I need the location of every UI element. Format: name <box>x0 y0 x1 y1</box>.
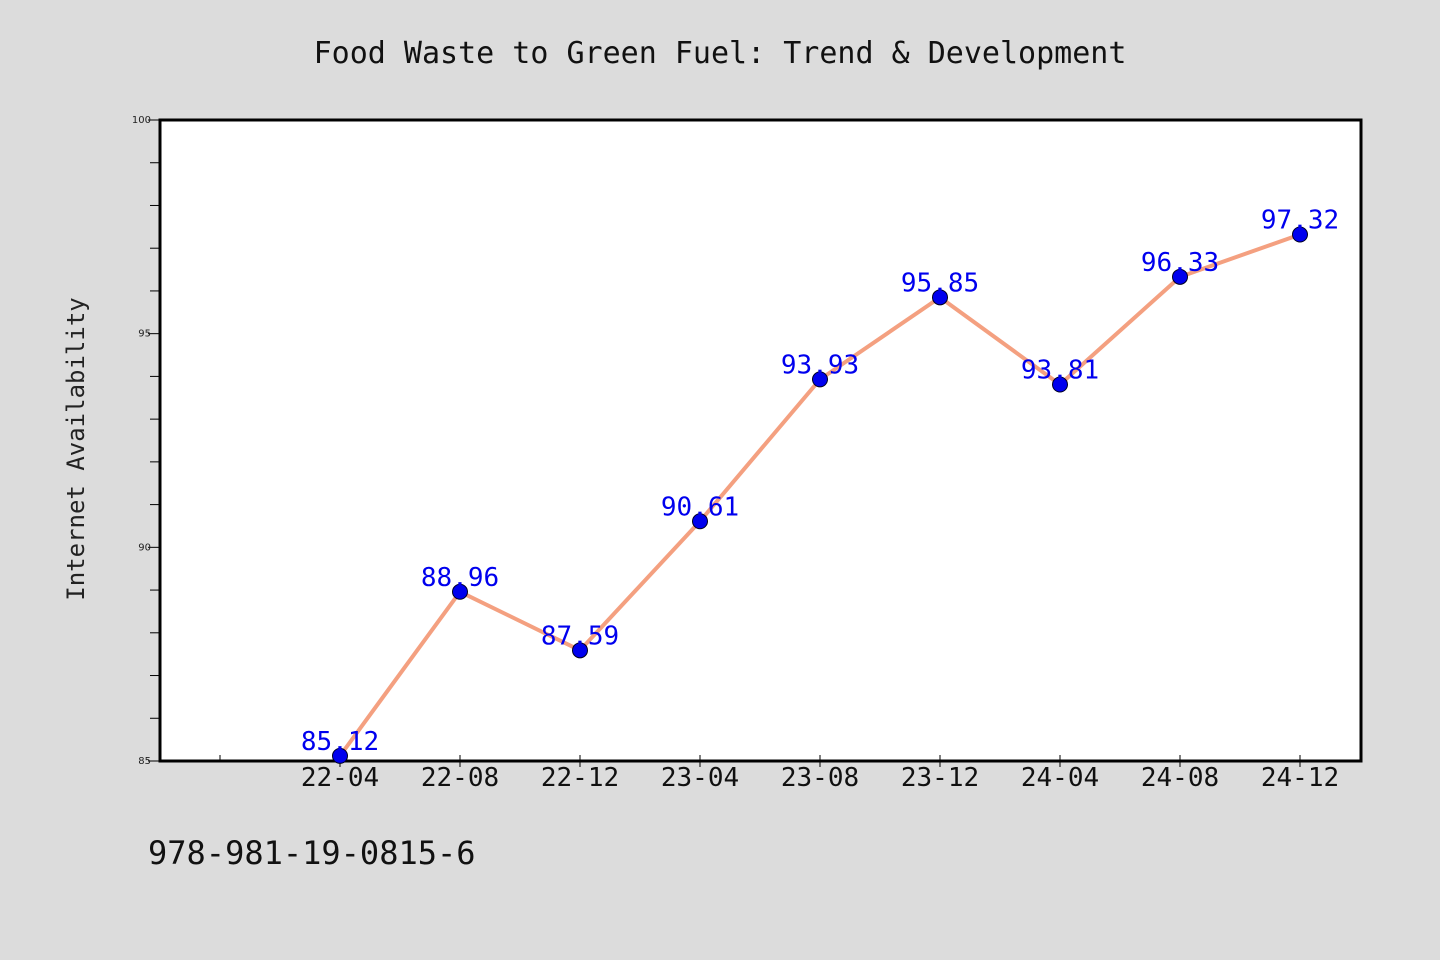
data-point-marker <box>572 642 588 659</box>
data-point-label: 88.96 <box>421 563 499 593</box>
x-tick-label: 22-12 <box>541 763 619 793</box>
y-tick-label: 100 <box>132 115 151 126</box>
footer-text: 978-981-19-0815-6 <box>148 834 476 872</box>
plot-area <box>158 118 1363 763</box>
x-tick-label: 23-08 <box>781 763 859 793</box>
y-axis-label: Internet Availability <box>62 297 90 600</box>
y-tick-label: 95 <box>138 329 151 340</box>
data-point-label: 97.32 <box>1261 206 1339 236</box>
y-axis-ticks: 85 90 95 100 <box>132 115 160 767</box>
x-tick-label: 24-04 <box>1021 763 1099 793</box>
data-point-marker <box>1052 376 1068 393</box>
data-point-label: 95.85 <box>901 268 979 298</box>
data-point-label: 85.12 <box>301 727 379 757</box>
x-tick-label: 23-04 <box>661 763 739 793</box>
x-tick-label: 24-08 <box>1141 763 1219 793</box>
x-axis-ticks: 22-04 22-08 22-12 23-04 23-08 23-12 24-04 24-08… <box>219 755 1339 793</box>
y-minor-ticks <box>150 162 160 719</box>
data-point-marker <box>332 747 348 764</box>
data-point-marker <box>1292 226 1308 243</box>
x-tick-label: 24-12 <box>1261 763 1339 793</box>
chart-title: Food Waste to Green Fuel: Trend & Develo… <box>314 36 1127 71</box>
data-labels: 85.12 88.96 87.59 90.61 93.93 95.85 93.81 96.33… <box>301 206 1339 757</box>
series-markers <box>332 226 1308 764</box>
y-tick-label: 90 <box>138 542 151 553</box>
data-point-label: 93.81 <box>1021 356 1099 386</box>
x-tick-label: 22-04 <box>301 763 379 793</box>
data-point-label: 90.61 <box>661 492 739 522</box>
data-point-marker <box>452 583 468 600</box>
data-point-label: 87.59 <box>541 621 619 651</box>
data-point-marker <box>812 371 828 388</box>
data-point-marker <box>1172 268 1188 285</box>
x-tick-label: 23-12 <box>901 763 979 793</box>
data-point-label: 93.93 <box>781 350 859 380</box>
data-point-label: 96.33 <box>1141 248 1219 278</box>
y-tick-label: 85 <box>138 756 151 767</box>
x-tick-label: 22-08 <box>421 763 499 793</box>
data-point-marker <box>932 289 948 306</box>
data-point-marker <box>692 513 708 530</box>
